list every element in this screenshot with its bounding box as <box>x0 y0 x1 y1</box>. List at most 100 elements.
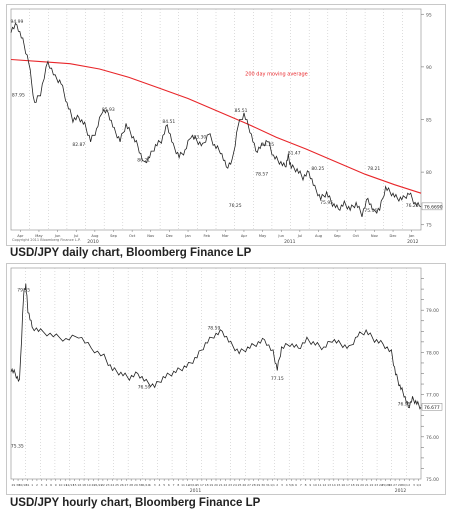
price-annotation: 81.47 <box>288 150 301 156</box>
x-tick-label: 11 <box>63 483 67 487</box>
x-tick-label: 2 <box>276 483 278 487</box>
y-tick-label: 90 <box>426 65 432 71</box>
y-tick-label: 95 <box>426 12 432 18</box>
x-tick-label: 2 <box>408 483 410 487</box>
x-tick-label: Oct <box>353 234 360 238</box>
x-tick-label: Dec <box>166 234 173 238</box>
daily-chart-panel: 75 80 85 90 95 Apr May Jun Jul Aug Sep Oct Nov Dec Jan… <box>6 4 446 246</box>
year-label: 2011 <box>284 239 296 245</box>
x-tick-label: 5/6 <box>289 483 294 487</box>
x-tick-label: 31/10 <box>141 483 150 487</box>
y-tick-label: 76.00 <box>426 435 439 441</box>
x-tick-label: 8 <box>177 483 179 487</box>
y-tick-label: 75.00 <box>426 477 439 483</box>
x-tick-label: Mar <box>222 234 229 238</box>
x-tick-label: 3 <box>413 483 415 487</box>
price-annotation: 79.55 <box>17 287 30 293</box>
x-tick-label: 22 <box>224 483 228 487</box>
last-value-label: 76.6690 <box>424 204 443 210</box>
x-tick-label: Jan <box>184 234 191 238</box>
x-tick-label: 30 <box>261 483 265 487</box>
x-tick-label: 23 <box>374 483 378 487</box>
y-tick-label: 80 <box>426 170 432 176</box>
x-tick-label: 29 <box>256 483 260 487</box>
price-annotation: 76.59 <box>138 384 151 390</box>
x-tick-label: 24 <box>379 483 383 487</box>
price-annotation: 83.30 <box>193 135 206 141</box>
price-annotation: 76.25 <box>229 203 242 209</box>
copyright-footer: Copyright 2011 Bloomberg Finance L.P. <box>12 238 81 242</box>
x-tick-label: 27 <box>247 483 251 487</box>
price-annotation: 78.21 <box>367 166 380 172</box>
price-annotation: 75.56 <box>364 208 377 214</box>
x-tick-label: 13/14 <box>188 483 197 487</box>
x-tick-label: Jun <box>54 234 61 238</box>
last-value-box <box>421 403 443 411</box>
x-tick-label: 4 <box>45 483 47 487</box>
x-tick-label: 4 <box>158 483 160 487</box>
x-tick-label: 23 <box>228 483 232 487</box>
x-tick-label: 26 <box>388 483 392 487</box>
x-tick-label: 1/1 <box>270 483 275 487</box>
price-annotation: 77.15 <box>271 376 284 382</box>
price-annotation: 87.95 <box>12 92 25 98</box>
moving-average-line <box>10 58 422 194</box>
x-tick-label: 24 <box>233 483 237 487</box>
x-tick-label: 14 <box>332 483 336 487</box>
x-tick-label: 11 <box>181 483 185 487</box>
price-annotation: 85.51 <box>235 108 248 114</box>
x-tick-label: 12 <box>322 483 326 487</box>
x-tick-label: 4 <box>286 483 288 487</box>
x-tick-label: 22 <box>370 483 374 487</box>
x-tick-label: 26 <box>120 483 124 487</box>
x-tick-label: May <box>259 234 267 238</box>
x-tick-label: 27 <box>393 483 397 487</box>
x-tick-label: 21 <box>365 483 369 487</box>
x-tick-label: 30 <box>139 483 143 487</box>
x-tick-label: 18 <box>82 483 86 487</box>
y-tick-label: 77.00 <box>426 393 439 399</box>
x-tick-label: 26 <box>242 483 246 487</box>
x-tick-label: 5 <box>163 483 165 487</box>
hourly-chart-caption: USD/JPY hourly chart, Bloomberg Finance … <box>10 497 261 509</box>
x-tick-label: 15 <box>73 483 77 487</box>
x-tick-label: Oct <box>129 234 136 238</box>
x-tick-label: Sep <box>334 234 341 238</box>
x-tick-label: 19 <box>209 483 213 487</box>
price-annotation: 85.93 <box>102 107 115 113</box>
x-tick-label: 17 <box>200 483 204 487</box>
x-tick-label: 3 <box>41 483 43 487</box>
x-tick-label: 8 <box>305 483 307 487</box>
moving-average-annotation: 200 day moving average <box>245 71 308 77</box>
x-tick-label: Feb <box>203 234 210 238</box>
price-annotation: 84.51 <box>162 119 175 125</box>
x-tick-label: 25/26 <box>381 483 390 487</box>
price-annotation: 76.95 <box>398 401 411 407</box>
price-annotation: 76.25 <box>406 203 419 209</box>
x-tick-label: 25 <box>115 483 119 487</box>
x-tick-label: 7 <box>173 483 175 487</box>
x-tick-label: 19 <box>355 483 359 487</box>
hourly-chart-panel: 29 30 30/10 31 1 2 3 4 6 9 10 11 12/13 15 16 18 19 20 21/2… <box>6 263 446 495</box>
x-tick-label: 7 <box>300 483 302 487</box>
price-annotation: 75.35 <box>11 443 24 449</box>
x-tick-label: Aug <box>91 234 98 238</box>
x-tick-label: 24 <box>110 483 114 487</box>
x-tick-label: 6 <box>168 483 170 487</box>
price-annotation: 82.87 <box>72 142 85 148</box>
price-annotation: 75.95 <box>320 200 333 206</box>
y-tick-label: 79.00 <box>426 308 439 314</box>
x-tick-label: 11 <box>318 483 322 487</box>
price-annotation: 80.25 <box>311 166 324 172</box>
x-tick-label: 9 <box>309 483 311 487</box>
x-tick-label: 15 <box>195 483 199 487</box>
x-tick-label: 29 <box>134 483 138 487</box>
price-annotation: 80.21 <box>137 158 150 164</box>
x-tick-label: 9 <box>55 483 57 487</box>
x-tick-label: 2 <box>36 483 38 487</box>
x-tick-label: 21/22 <box>94 483 103 487</box>
x-tick-label: Nov <box>147 234 155 238</box>
x-tick-label: Jul <box>297 234 302 238</box>
x-tick-label: 6 <box>50 483 52 487</box>
x-tick-label: 20 <box>360 483 364 487</box>
